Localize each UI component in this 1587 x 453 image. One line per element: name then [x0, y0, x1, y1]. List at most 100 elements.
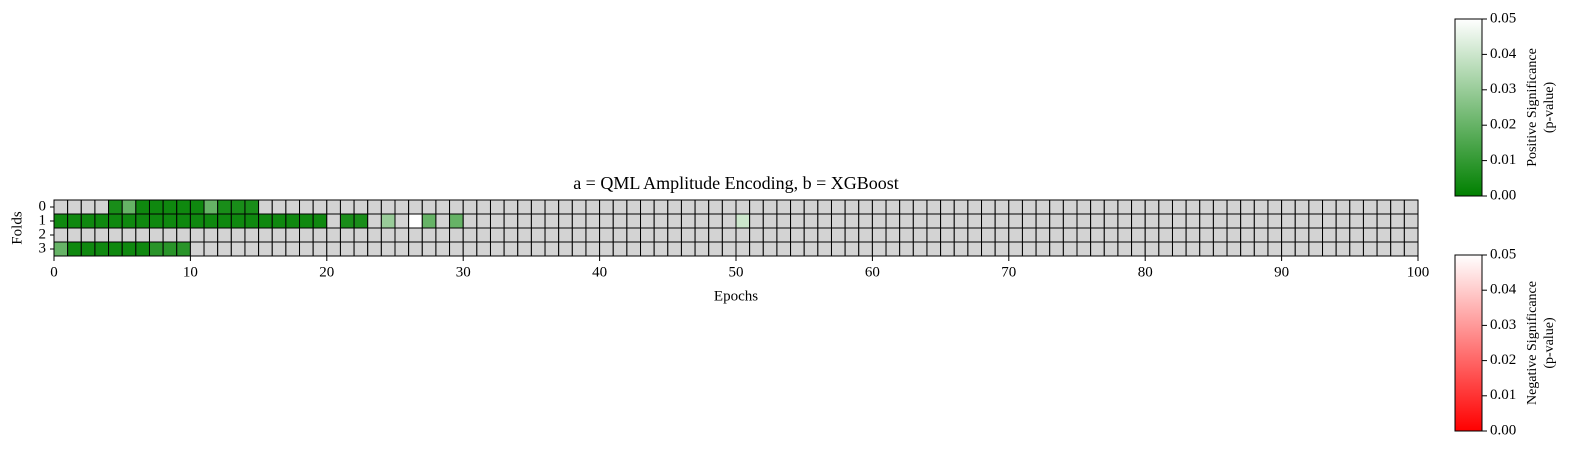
empty-cell [612, 199, 628, 215]
empty-cell [803, 227, 819, 243]
empty-cell [1035, 213, 1051, 229]
x-tick-label: 20 [319, 264, 334, 280]
empty-cell [1267, 213, 1283, 229]
empty-cell [203, 241, 219, 257]
cell [408, 213, 423, 229]
empty-cell [1049, 241, 1064, 257]
empty-cell [940, 213, 955, 229]
empty-cell [285, 227, 301, 243]
empty-cell [1294, 241, 1310, 257]
empty-cell [612, 227, 628, 243]
y-axis-label: Folds [9, 211, 25, 245]
empty-cell [476, 199, 491, 215]
empty-cell [1076, 213, 1092, 229]
empty-cell [1390, 241, 1405, 257]
empty-cell [285, 199, 301, 215]
empty-cell [162, 227, 178, 243]
empty-cell [530, 213, 546, 229]
cell [162, 213, 178, 229]
cell [339, 213, 355, 229]
empty-cell [176, 227, 191, 243]
empty-cell [899, 241, 914, 257]
empty-cell [694, 199, 710, 215]
empty-cell [735, 227, 751, 243]
empty-cell [1008, 199, 1023, 215]
empty-cell [367, 227, 382, 243]
y-tick-label: 1 [39, 212, 47, 228]
empty-cell [1103, 227, 1119, 243]
empty-cell [899, 227, 914, 243]
chart-title: a = QML Amplitude Encoding, b = XGBoost [573, 173, 899, 193]
cell [94, 241, 110, 257]
empty-cell [1267, 199, 1283, 215]
empty-cell [299, 227, 314, 243]
empty-cell [1226, 213, 1242, 229]
empty-cell [790, 241, 805, 257]
colorbar-tick-label: 0.05 [1490, 10, 1516, 26]
empty-cell [530, 199, 546, 215]
empty-cell [1103, 213, 1119, 229]
colorbar-tick-label: 0.02 [1490, 117, 1516, 133]
empty-cell [1090, 213, 1105, 229]
empty-cell [217, 241, 232, 257]
empty-cell [694, 241, 710, 257]
empty-cell [1308, 227, 1324, 243]
empty-cell [1171, 241, 1187, 257]
empty-cell [189, 241, 205, 257]
empty-cell [1322, 213, 1337, 229]
empty-cell [435, 227, 451, 243]
empty-cell [530, 227, 546, 243]
empty-cell [230, 241, 246, 257]
cell [244, 199, 260, 215]
empty-cell [421, 241, 437, 257]
empty-cell [680, 241, 696, 257]
empty-cell [476, 227, 491, 243]
empty-cell [790, 213, 805, 229]
empty-cell [667, 241, 682, 257]
empty-cell [871, 241, 887, 257]
empty-cell [503, 213, 519, 229]
empty-cell [817, 213, 832, 229]
empty-cell [994, 199, 1010, 215]
empty-cell [1212, 199, 1228, 215]
empty-cell [708, 213, 723, 229]
empty-cell [1090, 199, 1105, 215]
empty-cell [1185, 213, 1201, 229]
empty-cell [626, 199, 642, 215]
empty-cell [271, 199, 287, 215]
empty-cell [53, 227, 69, 243]
empty-cell [244, 241, 260, 257]
empty-cell [926, 227, 942, 243]
empty-cell [1144, 199, 1160, 215]
empty-cell [435, 199, 451, 215]
cell [380, 213, 396, 229]
empty-cell [762, 227, 778, 243]
empty-cell [721, 213, 737, 229]
empty-cell [912, 227, 928, 243]
empty-cell [1171, 213, 1187, 229]
empty-cell [844, 199, 860, 215]
empty-cell [326, 241, 341, 257]
empty-cell [1021, 227, 1037, 243]
empty-cell [476, 241, 491, 257]
cell [108, 199, 123, 215]
cell [244, 213, 260, 229]
empty-cell [1062, 227, 1078, 243]
x-tick-label: 10 [183, 264, 198, 280]
cell [135, 213, 150, 229]
empty-cell [871, 213, 887, 229]
empty-cell [189, 227, 205, 243]
empty-cell [694, 213, 710, 229]
empty-cell [517, 199, 532, 215]
empty-cell [953, 213, 969, 229]
empty-cell [803, 199, 819, 215]
cell [121, 241, 137, 257]
empty-cell [612, 241, 628, 257]
empty-cell [749, 213, 764, 229]
cell [230, 199, 246, 215]
cell [203, 213, 219, 229]
empty-cell [1049, 199, 1064, 215]
empty-cell [1117, 213, 1133, 229]
empty-cell [1144, 213, 1160, 229]
